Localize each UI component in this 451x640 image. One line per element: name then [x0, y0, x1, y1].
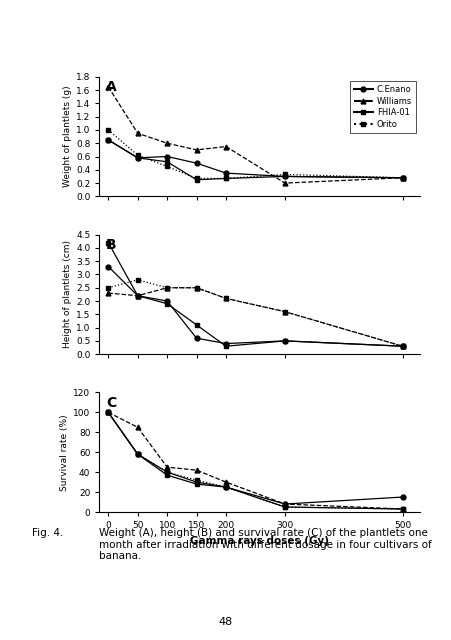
Y-axis label: Weight of plantlets (g): Weight of plantlets (g)	[63, 86, 72, 188]
Text: A: A	[106, 81, 116, 94]
Text: Weight (A), height (B) and survival rate (C) of the plantlets one
month after ir: Weight (A), height (B) and survival rate…	[99, 528, 431, 561]
Text: 48: 48	[218, 617, 233, 627]
Y-axis label: Height of plantlets (cm): Height of plantlets (cm)	[63, 241, 72, 348]
Text: B: B	[106, 238, 116, 252]
Text: Fig. 4.: Fig. 4.	[32, 528, 63, 538]
Y-axis label: Survival rate (%): Survival rate (%)	[60, 414, 69, 490]
Text: C: C	[106, 396, 116, 410]
X-axis label: Gamma rays doses (Gy): Gamma rays doses (Gy)	[190, 536, 329, 545]
Legend: C.Enano, Williams, FHIA-01, Orito: C.Enano, Williams, FHIA-01, Orito	[350, 81, 415, 132]
